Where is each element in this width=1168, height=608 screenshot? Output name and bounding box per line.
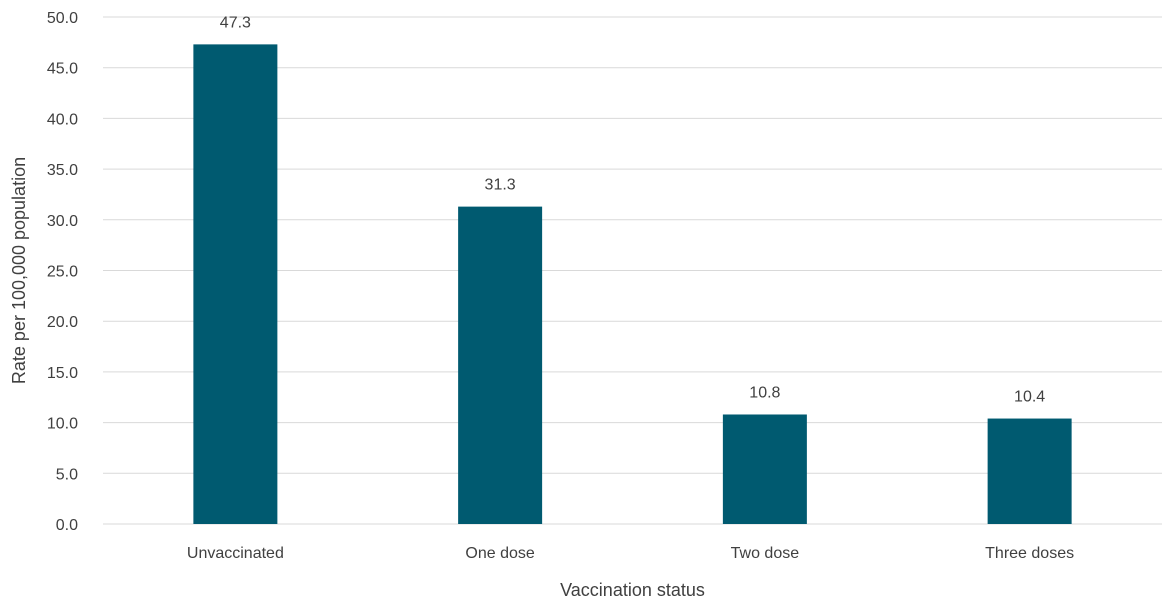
data-label: 47.3 — [220, 14, 251, 31]
data-label: 10.8 — [749, 384, 780, 401]
x-category-label: Three doses — [985, 545, 1074, 562]
data-labels: 47.3 31.3 10.8 10.4 — [220, 14, 1045, 405]
y-tick-label: 0.0 — [56, 517, 78, 534]
gridlines — [103, 16, 1162, 525]
data-label: 31.3 — [485, 177, 516, 194]
x-category-label: One dose — [465, 545, 534, 562]
bars — [193, 44, 1072, 525]
bar-one-dose — [458, 206, 543, 525]
y-tick-label: 50.0 — [47, 10, 78, 27]
x-category-label: Unvaccinated — [187, 545, 284, 562]
x-category-label: Two dose — [731, 545, 800, 562]
y-tick-label: 20.0 — [47, 314, 78, 331]
data-label: 10.4 — [1014, 389, 1045, 406]
y-axis-ticks: 0.0 5.0 10.0 15.0 20.0 25.0 30.0 35.0 40.0 45.0 50… — [47, 10, 78, 534]
bar-two-dose — [722, 414, 807, 524]
x-axis-categories: Unvaccinated One dose Two dose Three doses — [187, 545, 1074, 562]
x-axis-title: Vaccination status — [560, 580, 705, 600]
y-tick-label: 35.0 — [47, 162, 78, 179]
y-tick-label: 25.0 — [47, 264, 78, 281]
y-tick-label: 45.0 — [47, 61, 78, 78]
bar-unvaccinated — [193, 44, 278, 525]
y-tick-label: 40.0 — [47, 111, 78, 128]
y-axis-title: Rate per 100,000 population — [9, 157, 29, 384]
y-tick-label: 5.0 — [56, 466, 78, 483]
y-tick-label: 10.0 — [47, 416, 78, 433]
bar-three-doses — [987, 418, 1072, 524]
y-tick-label: 30.0 — [47, 213, 78, 230]
y-tick-label: 15.0 — [47, 365, 78, 382]
